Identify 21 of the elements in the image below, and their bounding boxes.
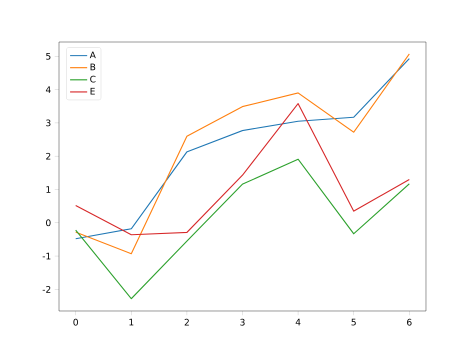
x-tick-label: 6 xyxy=(407,318,412,326)
x-tick-label: 4 xyxy=(296,318,300,326)
y-tick-label: -2 xyxy=(42,286,50,293)
legend-label: A xyxy=(90,52,96,58)
legend-label: E xyxy=(90,88,95,94)
y-tick-label: -1 xyxy=(42,252,50,260)
x-tick-label: 2 xyxy=(184,318,189,326)
x-tick-label: 1 xyxy=(129,318,134,326)
x-tick-label: 3 xyxy=(240,318,245,326)
y-tick-label: 2 xyxy=(46,152,50,160)
x-tick-label: 5 xyxy=(352,318,356,326)
line-series xyxy=(75,103,410,236)
y-tick-label: 5 xyxy=(46,52,50,60)
legend-label: C xyxy=(90,76,96,83)
line-series xyxy=(75,158,410,300)
y-tick-label: 4 xyxy=(46,86,51,93)
legend-label: B xyxy=(90,64,96,70)
y-tick-label: 0 xyxy=(46,219,51,226)
y-tick-label: 3 xyxy=(46,119,50,126)
x-tick-label: 0 xyxy=(73,318,78,326)
y-tick-label: 1 xyxy=(46,186,50,193)
